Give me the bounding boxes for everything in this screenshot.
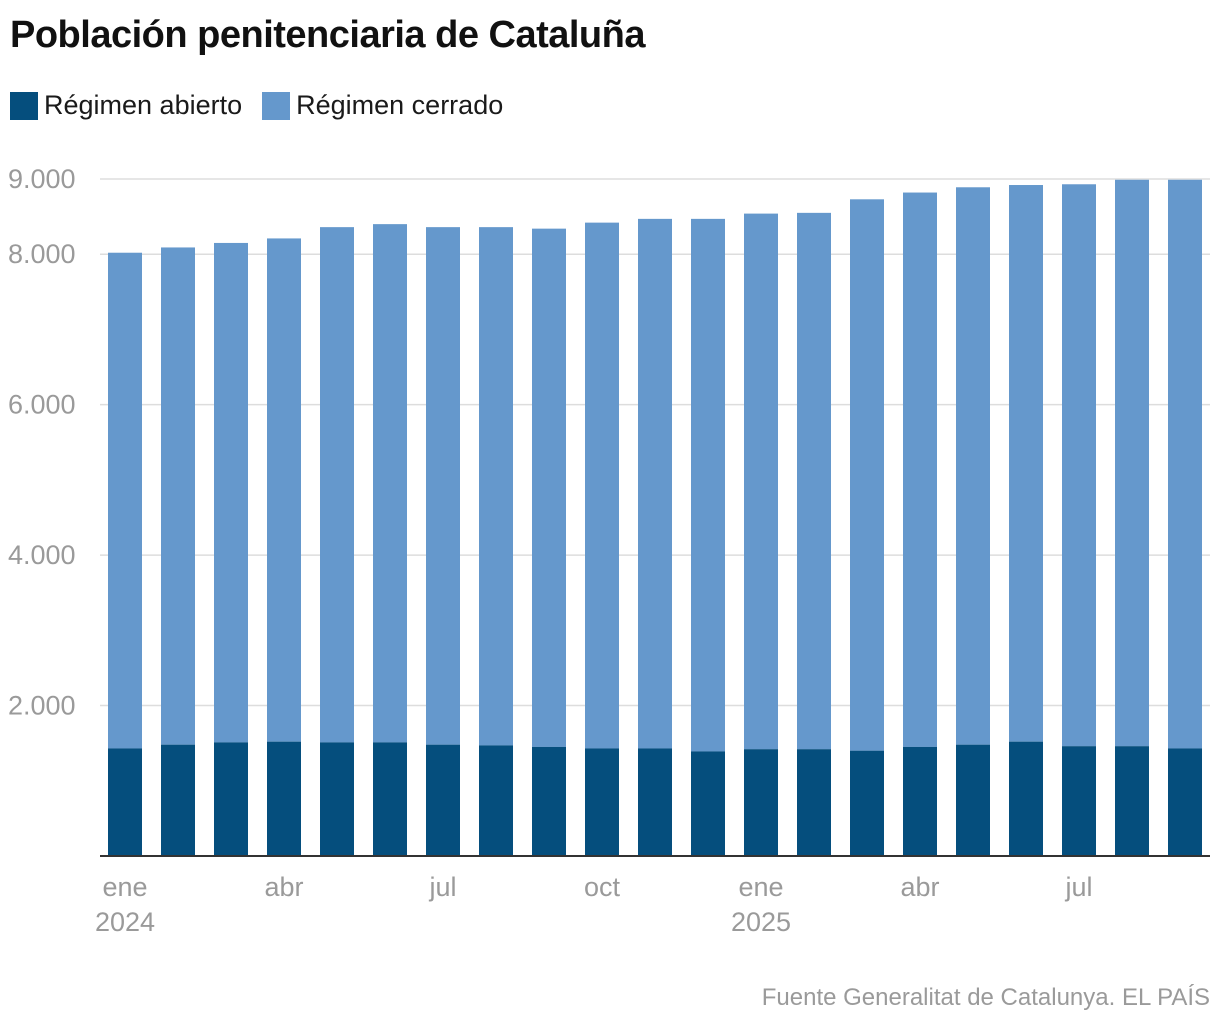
bar-closed [532, 228, 566, 747]
bar-closed [373, 224, 407, 743]
bar-open [320, 742, 354, 856]
bar-closed [797, 212, 831, 750]
y-tick-label: 2.000 [8, 691, 76, 721]
bar-closed [426, 227, 460, 745]
x-tick-label: jul [428, 872, 456, 902]
x-tick-label: ene [738, 872, 783, 902]
y-tick-label: 9.000 [8, 164, 76, 194]
x-tick-label: oct [584, 872, 621, 902]
x-tick-year-label: 2024 [95, 907, 155, 937]
bar-open [797, 749, 831, 856]
legend-swatch-closed [262, 91, 291, 120]
source-note: Fuente Generalitat de Catalunya. EL PAÍS [761, 984, 1210, 1011]
bar-closed [161, 247, 195, 745]
bar-open [638, 748, 672, 856]
bar-open [426, 744, 460, 856]
bar-open [585, 748, 619, 856]
bar-open [479, 745, 513, 856]
bar-closed [108, 252, 142, 749]
bar-closed [903, 192, 937, 747]
bar-closed [585, 222, 619, 749]
bar-open [373, 742, 407, 856]
x-tick-label: abr [900, 872, 939, 902]
bar-open [691, 751, 725, 856]
x-tick-label: jul [1064, 872, 1092, 902]
bar-open [1115, 746, 1149, 856]
bar-open [161, 744, 195, 856]
bar-closed [1062, 184, 1096, 747]
y-tick-label: 6.000 [8, 390, 76, 420]
bar-closed [638, 218, 672, 749]
bar-closed [850, 199, 884, 751]
bar-closed [214, 242, 248, 743]
bar-closed [267, 238, 301, 742]
bar-closed [479, 227, 513, 746]
chart-title: Población penitenciaria de Cataluña [10, 14, 646, 56]
bar-closed [1168, 179, 1202, 749]
bar-closed [1115, 179, 1149, 747]
bar-closed [320, 227, 354, 743]
bar-open [903, 746, 937, 856]
legend-item-closed: Régimen cerrado [262, 90, 503, 121]
bar-open [214, 742, 248, 856]
x-tick-label: ene [102, 872, 147, 902]
bar-open [850, 750, 884, 856]
bar-closed [956, 187, 990, 745]
x-tick-label: abr [264, 872, 303, 902]
bar-open [1009, 741, 1043, 856]
y-tick-label: 4.000 [8, 540, 76, 570]
y-tick-label: 8.000 [8, 239, 76, 269]
bar-closed [1009, 185, 1043, 742]
legend-label-open: Régimen abierto [44, 90, 243, 120]
bar-open [267, 741, 301, 856]
legend: Régimen abierto Régimen cerrado [10, 90, 523, 121]
bar-closed [744, 213, 778, 750]
legend-item-open: Régimen abierto [10, 90, 242, 121]
bar-open [108, 748, 142, 856]
legend-swatch-open [10, 91, 38, 120]
bar-open [1168, 748, 1202, 856]
bar-open [1062, 746, 1096, 856]
x-tick-year-label: 2025 [731, 907, 791, 937]
bar-open [956, 744, 990, 856]
legend-label-closed: Régimen cerrado [296, 90, 504, 120]
bar-open [532, 746, 566, 856]
bar-closed [691, 218, 725, 752]
bar-open [744, 749, 778, 856]
